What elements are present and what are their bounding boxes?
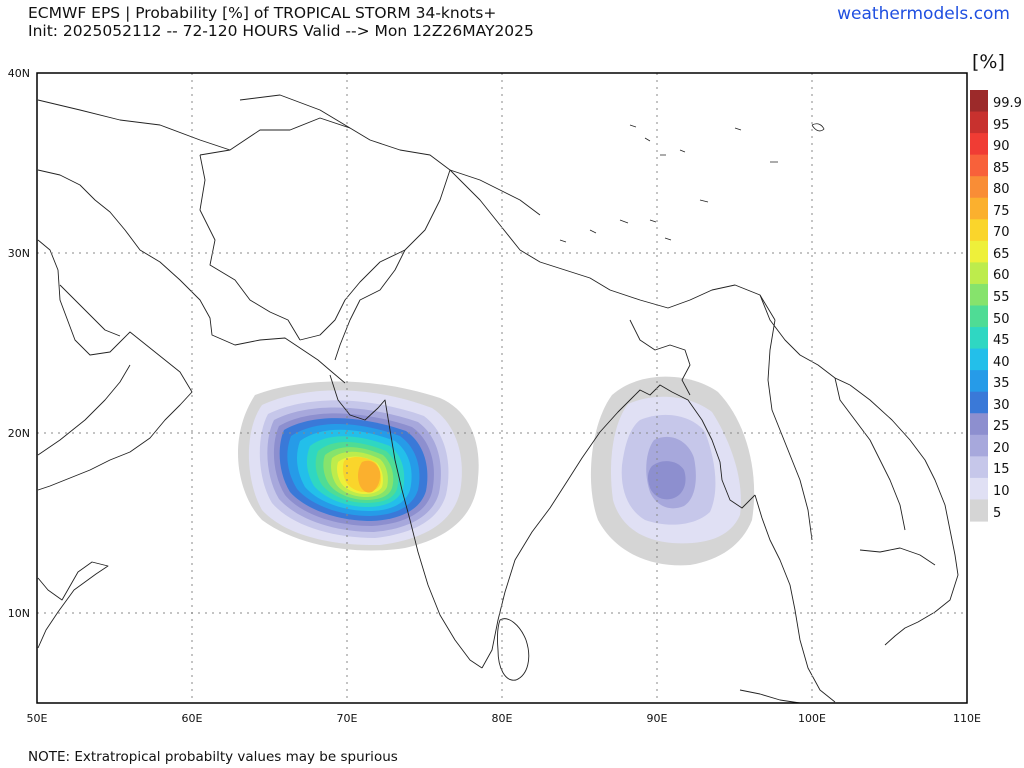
coast-malay bbox=[739, 689, 801, 704]
colorbar-label: 60 bbox=[993, 268, 1010, 284]
colorbar-label: 5 bbox=[993, 505, 1002, 521]
colorbar-label: 55 bbox=[993, 290, 1010, 305]
colorbar-swatch bbox=[970, 219, 988, 242]
colorbar-label: 15 bbox=[993, 462, 1010, 478]
colorbar-label: 35 bbox=[993, 376, 1010, 392]
lakes-tibet bbox=[559, 123, 825, 243]
colorbar-swatch bbox=[970, 111, 988, 134]
coast-india-east bbox=[481, 384, 756, 669]
x-tick-100e: 100E bbox=[798, 712, 826, 725]
y-tick-40n: 40N bbox=[8, 67, 30, 80]
coast-myanmar bbox=[754, 494, 836, 703]
colorbar-label: 75 bbox=[993, 203, 1010, 219]
colorbar-swatch bbox=[970, 348, 988, 371]
border-myanmar-china bbox=[759, 294, 851, 386]
colorbar-label: 65 bbox=[993, 246, 1010, 262]
coast-africa bbox=[37, 561, 109, 649]
border-myanmar-thai bbox=[767, 319, 813, 541]
coast-sri-lanka bbox=[496, 618, 530, 681]
colorbar-swatch bbox=[970, 327, 988, 350]
border-laos bbox=[834, 377, 906, 531]
x-tick-90e: 90E bbox=[647, 712, 668, 725]
colorbar-swatch bbox=[970, 391, 988, 414]
colorbar-label: 20 bbox=[993, 440, 1010, 456]
y-tick-20n: 20N bbox=[8, 427, 30, 440]
colorbar-swatch bbox=[970, 133, 988, 156]
title-line-2: Init: 2025052112 -- 72-120 HOURS Valid -… bbox=[28, 22, 534, 40]
coast-indochina bbox=[849, 384, 959, 646]
x-tick-70e: 70E bbox=[337, 712, 358, 725]
colorbar-label: 95 bbox=[993, 117, 1010, 133]
colorbar-label: 50 bbox=[993, 311, 1010, 327]
border-himalaya bbox=[449, 169, 776, 321]
map-title: ECMWF EPS | Probability [%] of TROPICAL … bbox=[28, 4, 534, 40]
colorbar-label: 90 bbox=[993, 139, 1010, 155]
coast-arabia bbox=[37, 239, 193, 491]
coast-persian-gulf bbox=[37, 169, 346, 384]
colorbar-swatch bbox=[970, 283, 988, 307]
colorbar-label: 10 bbox=[993, 483, 1010, 499]
colorbar-swatch bbox=[970, 176, 988, 199]
colorbar-label: 99.9 bbox=[993, 96, 1022, 111]
footer-note: NOTE: Extratropical probabilty values ma… bbox=[28, 749, 398, 765]
border-arabia-inner bbox=[37, 364, 131, 456]
colorbar-label: 45 bbox=[993, 333, 1010, 349]
border-central-asia bbox=[239, 94, 351, 129]
colorbar-label: 80 bbox=[993, 182, 1010, 198]
x-tick-80e: 80E bbox=[492, 712, 513, 725]
x-tick-60e: 60E bbox=[182, 712, 203, 725]
colorbar-label: 40 bbox=[993, 354, 1010, 370]
border-turkmen bbox=[37, 99, 231, 151]
colorbar-label: 70 bbox=[993, 225, 1010, 241]
border-pakistan-india bbox=[334, 249, 406, 361]
colorbar-swatch bbox=[970, 90, 988, 113]
colorbar-swatch bbox=[970, 154, 988, 177]
colorbar-label: 25 bbox=[993, 419, 1010, 435]
y-tick-30n: 30N bbox=[8, 247, 30, 260]
x-tick-50e: 50E bbox=[27, 712, 48, 725]
border-tibet bbox=[449, 169, 541, 216]
colorbar-swatch bbox=[970, 240, 988, 263]
colorbar-swatch bbox=[970, 434, 988, 457]
coast-india-west bbox=[329, 374, 483, 669]
x-tick-110e: 110E bbox=[953, 712, 981, 725]
border-cambodia bbox=[859, 547, 936, 566]
colorbar-swatch bbox=[970, 197, 988, 220]
colorbar-label: 30 bbox=[993, 397, 1010, 413]
y-tick-10n: 10N bbox=[8, 607, 30, 620]
colorbar-label: 85 bbox=[993, 160, 1010, 176]
colorbar-swatch bbox=[970, 477, 988, 501]
coastlines bbox=[37, 94, 959, 704]
colorbar bbox=[970, 90, 988, 522]
border-afghanistan bbox=[199, 117, 451, 341]
title-line-1: ECMWF EPS | Probability [%] of TROPICAL … bbox=[28, 4, 497, 22]
colorbar-swatch bbox=[970, 499, 988, 522]
colorbar-title: [%] bbox=[972, 51, 1005, 73]
border-iran bbox=[199, 154, 301, 341]
colorbar-swatch bbox=[970, 413, 988, 436]
map-frame bbox=[36, 72, 968, 704]
probability-shading bbox=[238, 376, 755, 566]
graticule bbox=[37, 73, 967, 703]
colorbar-swatch bbox=[970, 456, 988, 479]
colorbar-swatch bbox=[970, 262, 988, 285]
coast-iran-inner bbox=[59, 284, 121, 337]
shade-arabian-75 bbox=[358, 460, 381, 493]
shade-bengal-25 bbox=[647, 461, 686, 500]
colorbar-swatch bbox=[970, 370, 988, 393]
border-bangladesh bbox=[629, 319, 691, 396]
site-link[interactable]: weathermodels.com bbox=[837, 4, 1010, 24]
colorbar-swatch bbox=[970, 305, 988, 328]
